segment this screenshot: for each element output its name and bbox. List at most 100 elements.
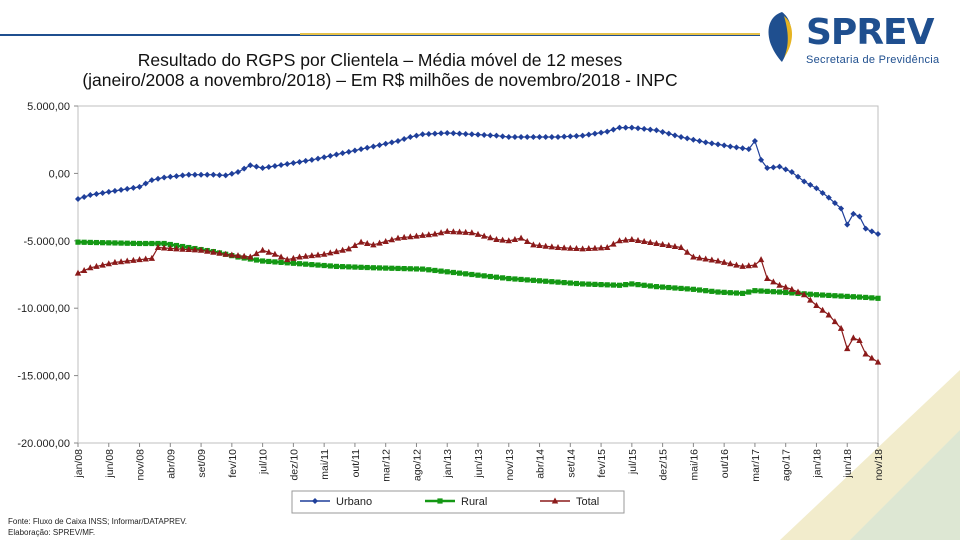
data-point-rural [413, 266, 420, 272]
data-point-urbano [345, 148, 352, 155]
data-point-total [456, 228, 463, 235]
header-rule [0, 34, 760, 36]
data-point-total [770, 278, 777, 285]
data-point-urbano [745, 146, 752, 153]
data-point-urbano [831, 200, 838, 207]
data-point-total [788, 285, 796, 292]
data-point-rural [87, 239, 93, 246]
data-point-rural [856, 294, 863, 300]
data-point-total [819, 306, 826, 313]
data-point-total [400, 233, 408, 240]
data-point-total [640, 237, 648, 244]
data-point-total [364, 239, 371, 246]
data-point-total [413, 232, 420, 239]
data-point-urbano [875, 231, 881, 238]
data-point-total [419, 231, 426, 238]
data-point-urbano [610, 126, 617, 133]
x-tick-label: out/16 [719, 449, 731, 478]
data-point-rural [733, 290, 740, 296]
data-point-rural [580, 281, 586, 287]
data-point-rural [850, 294, 856, 300]
data-point-total [136, 256, 143, 263]
data-point-total [474, 230, 482, 237]
data-point-rural [93, 239, 100, 246]
data-point-rural [395, 265, 401, 272]
data-point-urbano [198, 171, 205, 178]
data-point-urbano [161, 174, 168, 181]
data-point-rural [253, 257, 260, 263]
title-line-1: Resultado do RGPS por Clientela – Média … [137, 50, 623, 70]
data-point-rural [438, 268, 444, 274]
data-point-total [240, 252, 248, 259]
data-point-total [622, 236, 629, 243]
data-point-total [388, 236, 396, 243]
x-tick-label: ago/12 [411, 449, 423, 481]
x-tick-label: jan/18 [811, 449, 823, 479]
data-point-urbano [678, 134, 685, 141]
data-point-urbano [807, 181, 814, 188]
data-point-urbano [407, 134, 414, 141]
data-point-urbano [733, 144, 740, 151]
data-point-rural [161, 240, 167, 247]
source-note: Fonte: Fluxo de Caixa INSS; Informar/DAT… [8, 516, 187, 538]
data-point-urbano [124, 185, 131, 192]
data-point-total [751, 261, 759, 268]
x-tick-label: nov/13 [504, 449, 516, 481]
data-point-total [462, 228, 469, 235]
data-point-urbano [548, 134, 555, 141]
data-point-total [493, 235, 500, 242]
data-point-total [671, 243, 679, 250]
data-point-rural [653, 284, 660, 290]
data-point-rural [820, 292, 826, 298]
data-point-rural [530, 277, 536, 283]
data-point-urbano [819, 189, 826, 196]
data-point-urbano [333, 151, 340, 158]
data-point-urbano [579, 132, 586, 139]
data-point-total [167, 244, 174, 251]
data-point-total [437, 229, 445, 236]
data-point-total [862, 350, 869, 357]
legend-marker-urbano [312, 498, 318, 504]
data-point-rural [130, 240, 136, 246]
data-point-rural [752, 288, 758, 294]
data-point-urbano [216, 172, 223, 179]
data-point-rural [321, 262, 327, 269]
data-point-total [831, 318, 839, 325]
data-point-total [308, 252, 316, 259]
data-point-urbano [155, 175, 161, 182]
data-point-total [776, 281, 783, 288]
x-tick-label: jul/15 [627, 449, 639, 475]
data-point-urbano [647, 126, 654, 133]
data-point-urbano [185, 171, 192, 178]
data-point-urbano [671, 132, 678, 139]
data-point-total [480, 232, 488, 239]
data-point-urbano [715, 141, 721, 148]
legend: Urbano Rural Total [291, 490, 625, 514]
data-point-rural [610, 282, 616, 288]
data-point-urbano [696, 138, 703, 145]
data-point-rural [450, 269, 456, 276]
data-point-urbano [862, 225, 869, 232]
data-point-urbano [235, 169, 241, 176]
data-point-rural [561, 279, 567, 286]
data-point-urbano [585, 131, 592, 138]
data-point-urbano [856, 213, 863, 220]
data-point-total [228, 251, 236, 258]
data-point-urbano [511, 134, 518, 141]
data-point-urbano [222, 172, 229, 179]
data-point-total [573, 245, 580, 252]
data-point-total [677, 244, 685, 251]
data-point-rural [586, 281, 592, 287]
data-point-urbano [265, 163, 272, 170]
data-point-total [376, 239, 383, 246]
data-point-rural [826, 292, 832, 298]
data-point-urbano [271, 162, 278, 169]
chart-area: 5.000,00 0,00 -5.000,00 -10.000,00 -15.000,0… [17, 101, 885, 514]
data-point-urbano [468, 131, 475, 138]
data-point-urbano [653, 127, 660, 134]
legend-marker-rural [437, 498, 443, 504]
data-point-rural [75, 239, 81, 245]
data-point-rural [81, 239, 87, 245]
data-point-total [130, 256, 137, 263]
data-point-total [807, 296, 814, 303]
